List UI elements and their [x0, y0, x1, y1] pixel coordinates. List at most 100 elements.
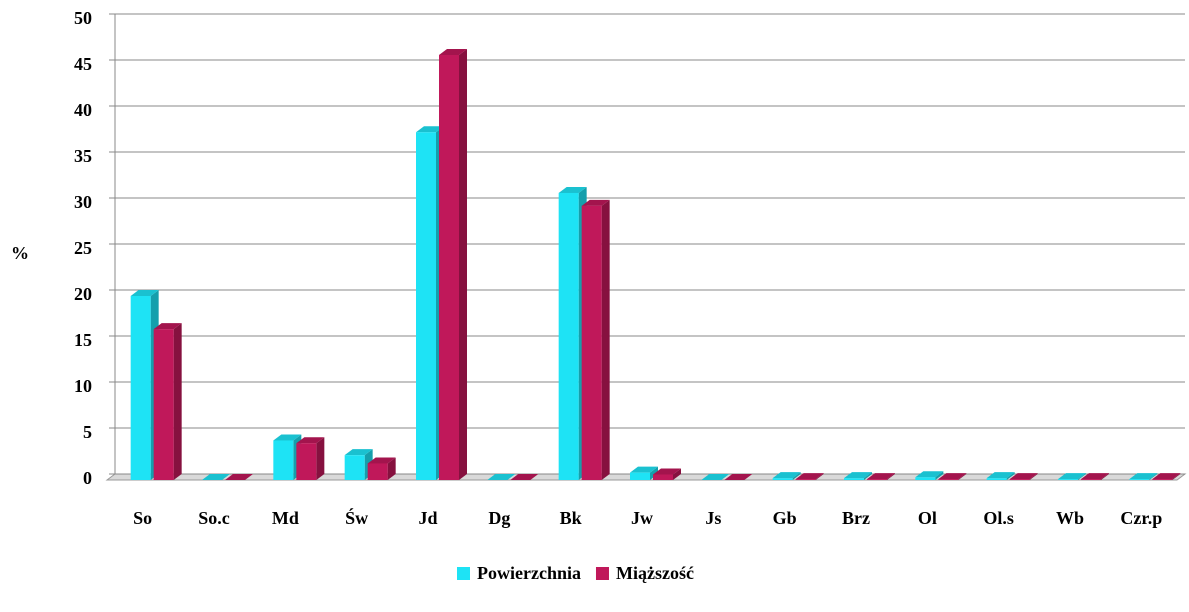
- bar: [915, 477, 936, 480]
- bar: [844, 478, 864, 480]
- bar-side: [958, 473, 967, 480]
- bar-top: [439, 48, 467, 55]
- bar: [273, 440, 294, 480]
- x-tick-label: Wb: [1056, 508, 1084, 528]
- bar-top: [1081, 473, 1109, 480]
- x-tick-label: Ol: [918, 508, 937, 528]
- bar-top: [986, 472, 1015, 479]
- bar-top: [202, 474, 230, 480]
- bar-top: [273, 434, 302, 441]
- bar-side: [887, 473, 895, 480]
- bar-side: [1029, 473, 1038, 480]
- y-tick-label: 15: [74, 330, 92, 350]
- bar-top: [296, 437, 325, 444]
- bar: [1081, 479, 1101, 480]
- x-tick-label: Ol.s: [983, 508, 1014, 528]
- x-tick-label: Św: [345, 507, 368, 528]
- bar-top: [416, 126, 444, 133]
- bar-side: [935, 471, 944, 480]
- bar-side: [1149, 473, 1158, 480]
- bar: [581, 205, 602, 480]
- bar-top: [653, 468, 681, 475]
- bar-top: [367, 457, 396, 464]
- bar: [1152, 479, 1173, 480]
- bar-side: [1101, 473, 1109, 480]
- bar-top: [1152, 473, 1181, 480]
- bar: [1129, 479, 1150, 480]
- legend-label: Miąższość: [616, 563, 694, 583]
- legend-swatch: [457, 567, 470, 580]
- bar: [653, 474, 673, 480]
- x-tick-label: Jd: [418, 508, 437, 528]
- x-tick-label: So.c: [198, 508, 230, 528]
- bar-side: [316, 437, 325, 480]
- y-tick-label: 50: [74, 8, 92, 28]
- y-tick-label: 10: [74, 376, 92, 396]
- bar: [986, 478, 1007, 480]
- bar-side: [173, 323, 182, 480]
- bar-top: [510, 474, 539, 480]
- y-tick-label: 0: [83, 468, 92, 488]
- bar: [130, 296, 151, 480]
- y-tick-label: 45: [74, 54, 92, 74]
- bar-side: [459, 48, 467, 481]
- bar: [630, 472, 650, 480]
- bar-top: [867, 473, 895, 480]
- bar-top: [915, 471, 944, 478]
- y-tick-label: 30: [74, 192, 92, 212]
- bar: [558, 192, 579, 480]
- legend-label: Powierzchnia: [477, 563, 581, 583]
- bar-top: [630, 466, 658, 473]
- x-tick-label: Jw: [631, 508, 653, 528]
- bar: [367, 463, 388, 480]
- x-tick-label: So: [133, 508, 152, 528]
- bar-top: [1058, 473, 1086, 480]
- bar-side: [1078, 473, 1086, 480]
- bar: [1009, 479, 1030, 480]
- bar-top: [153, 323, 182, 330]
- bar-top: [130, 290, 159, 296]
- x-tick-label: Czr.p: [1120, 508, 1162, 528]
- bar-top: [701, 474, 730, 480]
- bar-top: [581, 199, 610, 206]
- bar-top: [1009, 473, 1038, 480]
- bar: [795, 479, 816, 480]
- bar-side: [864, 472, 872, 480]
- bar: [416, 132, 436, 481]
- y-tick-label: 25: [74, 238, 92, 258]
- bar-side: [792, 472, 801, 480]
- bar-side: [673, 468, 681, 480]
- bar-side: [387, 457, 396, 480]
- bar-top: [344, 449, 373, 456]
- y-tick-label: 35: [74, 146, 92, 166]
- bar-side: [650, 466, 658, 480]
- x-tick-label: Bk: [560, 508, 582, 528]
- bar-top: [558, 186, 587, 193]
- x-tick-label: Md: [272, 508, 299, 528]
- bar-top: [487, 474, 516, 480]
- bar-top: [724, 474, 753, 480]
- bar-top: [772, 472, 801, 479]
- y-tick-label: 20: [74, 284, 92, 304]
- bar-side: [1172, 473, 1181, 480]
- x-tick-label: Js: [705, 508, 721, 528]
- bar: [439, 54, 459, 481]
- bar: [867, 479, 887, 480]
- bar: [153, 329, 174, 480]
- bar-top: [225, 474, 253, 480]
- legend-swatch: [595, 567, 609, 580]
- bar-top: [1129, 473, 1158, 480]
- bar: [344, 455, 365, 480]
- x-tick-label: Dg: [488, 508, 510, 528]
- bar-top: [844, 472, 872, 479]
- y-tick-label: 5: [83, 422, 92, 442]
- bar-side: [601, 199, 610, 480]
- bar-top: [795, 473, 824, 480]
- bar: [772, 478, 793, 480]
- bar: [1058, 479, 1078, 480]
- bar-side: [815, 473, 824, 480]
- bar: [296, 443, 317, 480]
- bar: [938, 479, 959, 480]
- y-tick-label: 40: [74, 100, 92, 120]
